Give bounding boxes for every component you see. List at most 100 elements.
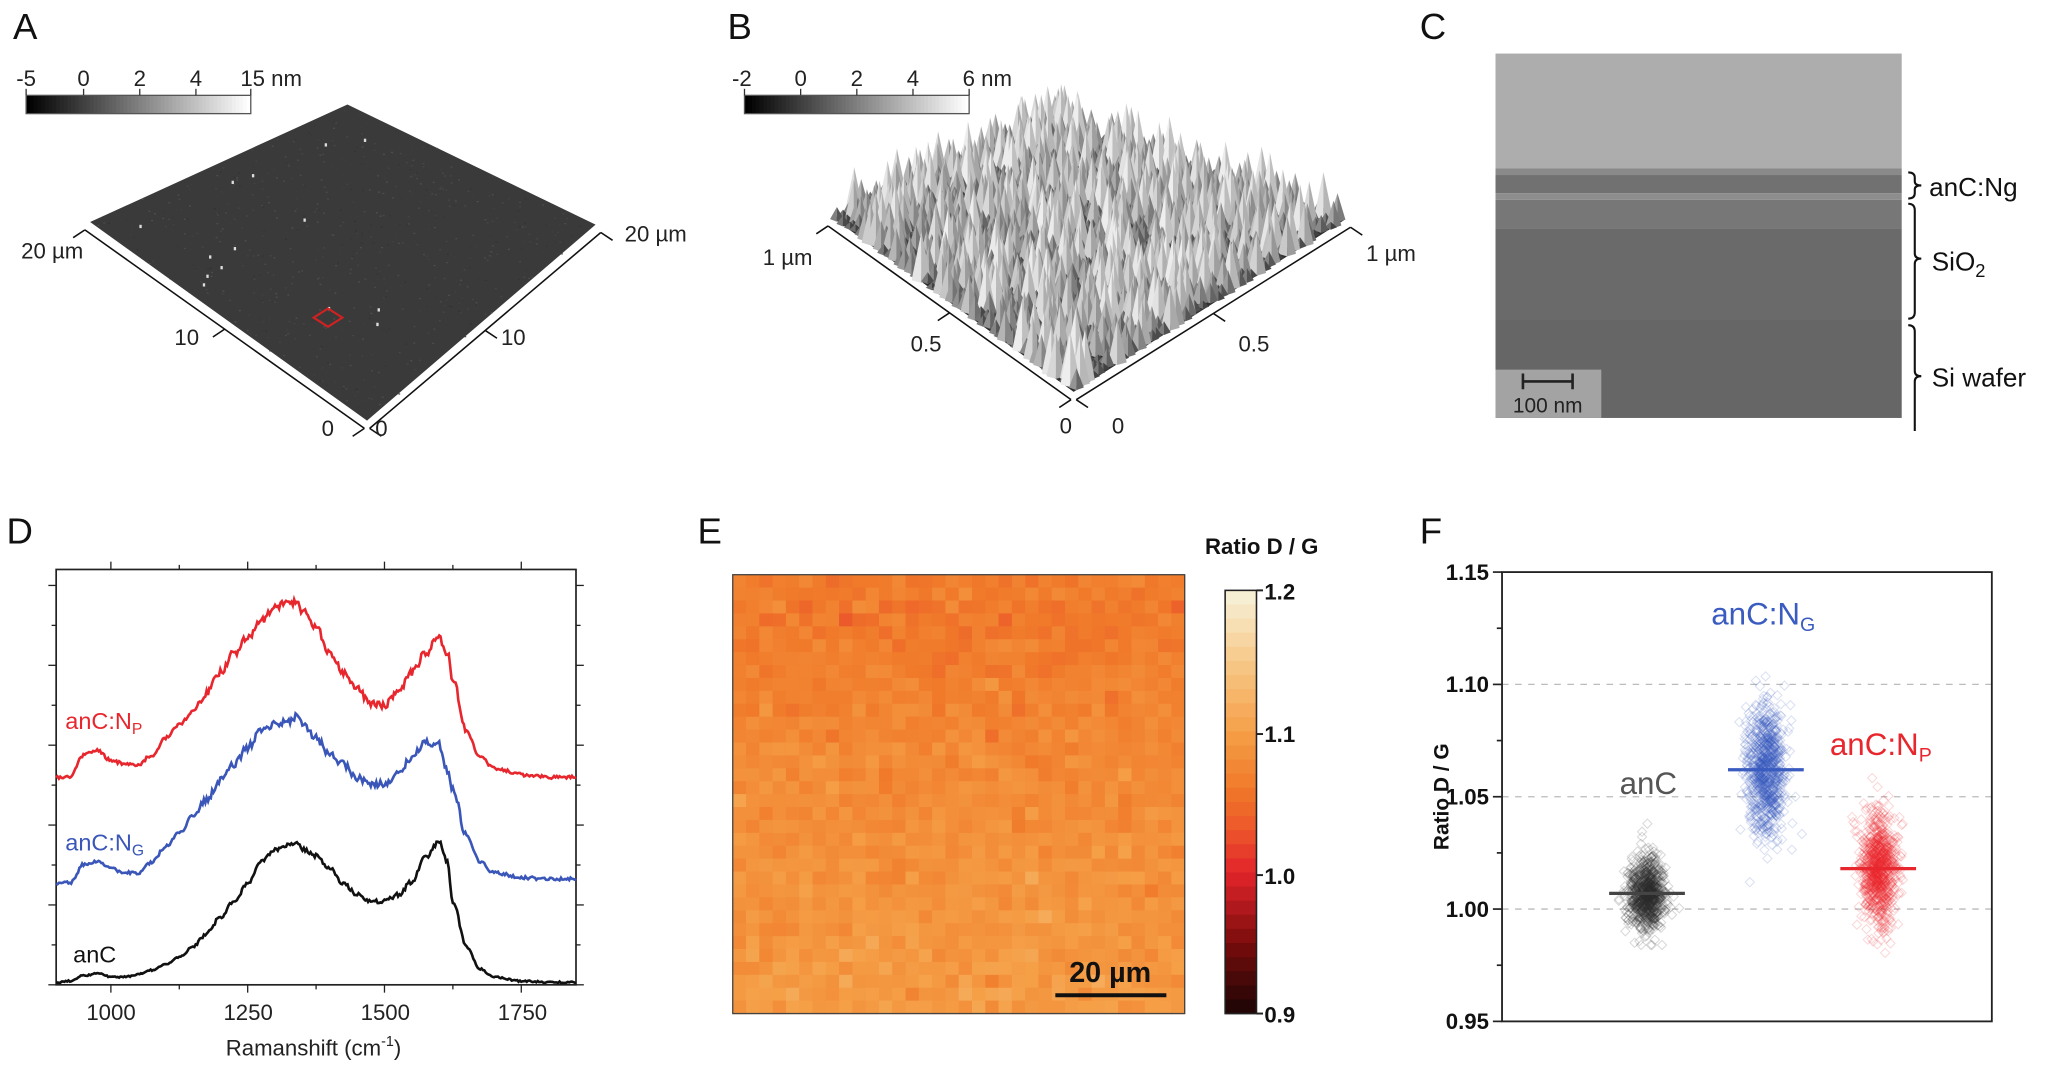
- surface-a-texture: [379, 270, 381, 272]
- surface-a-texture: [311, 165, 314, 167]
- surface-a-texture: [192, 264, 195, 266]
- surface-a-texture: [349, 266, 352, 268]
- surface-a-texture: [395, 185, 398, 188]
- surface-a-texture: [276, 177, 278, 179]
- surface-a-texture: [268, 317, 271, 320]
- surface-a-texture: [337, 125, 340, 127]
- surface-a-texture: [472, 234, 475, 237]
- surface-a-texture: [258, 319, 261, 321]
- surface-a-texture: [257, 224, 260, 226]
- colorbar-b-segment: [834, 95, 839, 114]
- surface-a-texture: [427, 258, 430, 260]
- surface-a-texture: [441, 334, 444, 336]
- surface-a-texture: [558, 224, 561, 226]
- surface-a-texture: [463, 206, 466, 209]
- surface-a-particle: [139, 224, 142, 229]
- surface-a-texture: [375, 267, 377, 269]
- surface-a-texture: [191, 235, 194, 238]
- surface-a-texture: [439, 249, 442, 251]
- surface-a-texture: [370, 224, 373, 226]
- surface-a-texture: [374, 286, 377, 289]
- surface-a-texture: [308, 334, 311, 336]
- surface-a-texture: [394, 130, 397, 132]
- surface-a-texture: [322, 212, 325, 214]
- surface-a-texture: [247, 314, 250, 316]
- surface-a-texture: [238, 172, 240, 174]
- surface-a-texture: [346, 183, 349, 185]
- surface-a-texture: [308, 132, 311, 134]
- surface-a-texture: [528, 277, 531, 280]
- surface-a-texture: [225, 212, 227, 214]
- colorbar-a-segment: [93, 95, 99, 114]
- surface-a-texture: [376, 273, 379, 276]
- surface-a-texture: [507, 198, 510, 200]
- surface-a-texture: [241, 265, 244, 267]
- surface-a-texture: [168, 202, 171, 204]
- surface-a-texture: [261, 206, 264, 208]
- surface-a-texture: [342, 387, 344, 390]
- colorbar-a-segment: [172, 95, 177, 114]
- surface-a-texture: [363, 211, 366, 213]
- surface-a-texture: [306, 164, 309, 167]
- surface-a-texture: [406, 224, 409, 226]
- surface-a-axis-tick: [352, 427, 365, 437]
- colorbar-b-segment: [763, 95, 768, 114]
- surface-a-texture: [383, 297, 385, 299]
- surface-a-texture: [545, 245, 548, 247]
- surface-a-texture: [398, 242, 400, 245]
- surface-a-texture: [439, 301, 442, 303]
- surface-a-texture: [244, 240, 247, 242]
- surface-a-texture: [236, 179, 239, 181]
- surface-a-texture: [559, 241, 562, 243]
- surface-a-texture: [475, 246, 478, 248]
- surface-a-texture: [339, 225, 342, 227]
- surface-a-texture: [302, 184, 305, 186]
- surface-a-texture: [271, 145, 274, 147]
- colorbar-b-segment: [912, 95, 918, 114]
- surface-a-texture: [318, 209, 321, 211]
- surface-a-texture: [454, 256, 457, 258]
- colorbar-a-segment: [41, 95, 46, 114]
- surface-a-texture: [332, 234, 335, 237]
- surface-a-texture: [398, 288, 400, 290]
- colorbar-a-segment: [138, 95, 143, 114]
- surface-a-texture: [363, 155, 366, 158]
- surface-a-texture: [519, 260, 522, 263]
- surface-a-texture: [218, 240, 221, 243]
- surface-a-texture: [377, 191, 380, 193]
- colorbar-b-segment: [856, 95, 862, 114]
- surface-a-texture: [325, 327, 327, 330]
- colorbar-b-segment: [961, 95, 967, 114]
- surface-a-texture: [279, 341, 281, 343]
- colorbar-a-segment: [153, 95, 158, 114]
- surface-a-texture: [382, 151, 384, 153]
- surface-a-texture: [406, 363, 409, 365]
- colorbar-a-segment: [89, 95, 95, 114]
- surface-a-texture: [447, 258, 449, 261]
- surface-a-texture: [440, 327, 443, 329]
- surface-a-texture: [293, 323, 296, 325]
- surface-a-texture: [274, 301, 276, 303]
- surface-a-texture: [554, 217, 556, 219]
- surface-a-texture: [216, 174, 219, 177]
- surface-a-texture: [412, 159, 415, 161]
- surface-a-texture: [392, 240, 394, 243]
- surface-a-texture: [349, 123, 352, 125]
- surface-a-texture: [369, 306, 372, 308]
- surface-a-texture: [296, 323, 299, 326]
- surface-a-texture: [265, 305, 268, 308]
- surface-a-particle: [233, 247, 237, 251]
- surface-a-texture: [130, 229, 133, 231]
- surface-a-texture: [359, 126, 362, 129]
- surface-a-texture: [290, 283, 293, 286]
- surface-a-texture: [371, 354, 374, 356]
- colorbar-a-segment: [194, 95, 200, 114]
- surface-a-texture: [563, 214, 565, 216]
- surface-a-texture: [321, 380, 324, 382]
- surface-a-texture: [380, 276, 383, 278]
- colorbar-a-segment: [127, 95, 132, 114]
- surface-a-texture: [308, 159, 311, 161]
- surface-a-texture: [467, 308, 470, 310]
- surface-a-texture: [469, 246, 471, 248]
- surface-a-texture: [519, 205, 521, 208]
